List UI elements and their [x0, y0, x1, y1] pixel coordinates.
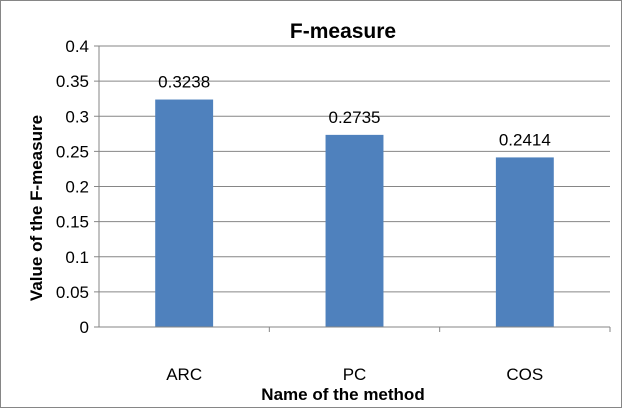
bar-arc: [155, 99, 214, 327]
y-tick-label: 0.15: [56, 213, 89, 232]
y-tick-label: 0.35: [56, 72, 89, 91]
data-label: 0.3238: [158, 73, 210, 92]
y-axis-title: Value of the F-measure: [27, 115, 46, 301]
x-tick-label: PC: [343, 365, 367, 384]
y-tick-label: 0.2: [65, 178, 89, 197]
bar-pc: [325, 134, 384, 327]
y-tick-label: 0.3: [65, 107, 89, 126]
y-tick-label: 0.1: [65, 248, 89, 267]
axes: [94, 45, 611, 332]
bar-cos: [495, 157, 554, 327]
y-tick-label: 0.25: [56, 142, 89, 161]
x-tick-label: COS: [506, 365, 543, 384]
y-tick-label: 0.05: [56, 283, 89, 302]
x-tick-label: ARC: [166, 365, 202, 384]
bars: [155, 99, 554, 327]
y-tick-label: 0: [80, 318, 89, 337]
data-label: 0.2735: [329, 108, 381, 127]
chart-title: F-measure: [290, 20, 396, 43]
data-label: 0.2414: [499, 130, 551, 149]
labels: 0 0.05 0.1 0.15 0.2 0.25 0.3 0.35 0.4 0.3238 ARC 0.…: [56, 37, 551, 384]
y-tick-label: 0.4: [65, 37, 89, 56]
x-axis-title: Name of the method: [261, 385, 424, 404]
